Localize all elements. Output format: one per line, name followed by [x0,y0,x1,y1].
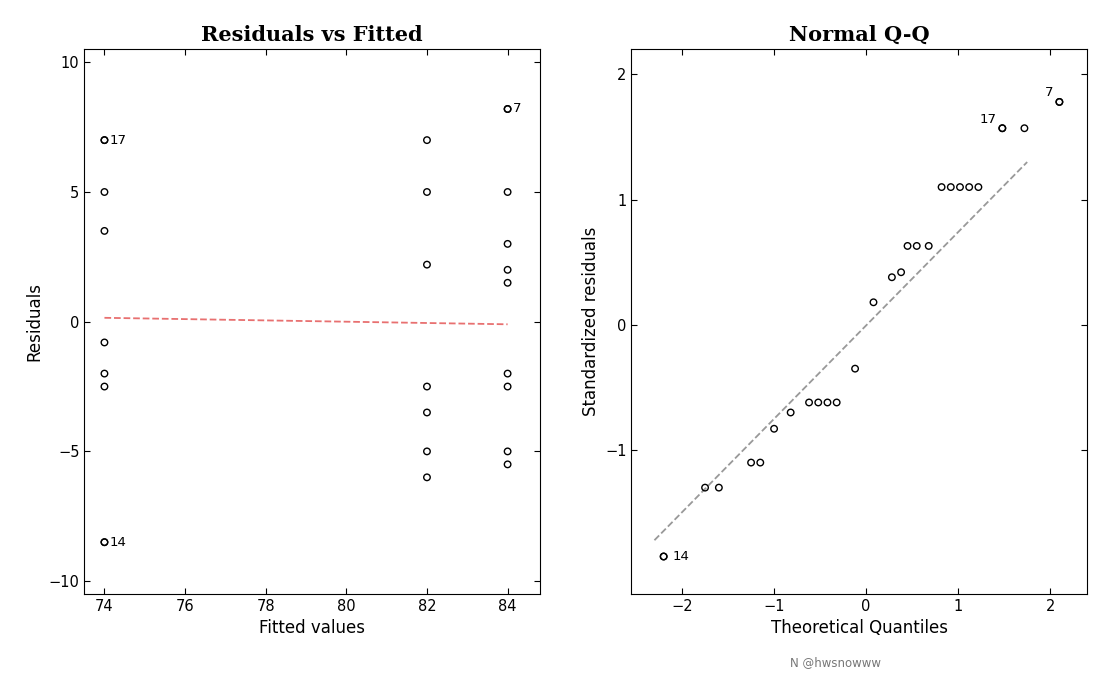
Point [418,259,436,270]
Point [418,472,436,483]
Point [942,182,960,193]
Point [418,407,436,418]
Point [498,103,516,114]
Point [655,551,673,562]
Point [810,397,827,408]
Point [1015,123,1033,134]
Point [765,423,783,434]
Point [920,241,937,251]
Title: Normal Q-Q: Normal Q-Q [788,25,930,45]
Point [96,187,113,197]
X-axis label: Theoretical Quantiles: Theoretical Quantiles [771,619,947,637]
Point [993,123,1011,134]
Point [801,397,818,408]
Point [883,272,901,283]
Text: N @hwsnowww: N @hwsnowww [790,656,881,669]
X-axis label: Fitted values: Fitted values [259,619,365,637]
Text: 17: 17 [109,134,127,147]
Text: 7: 7 [513,103,520,116]
Point [418,446,436,457]
Y-axis label: Standardized residuals: Standardized residuals [582,227,599,416]
Point [498,187,516,197]
Point [498,446,516,457]
Point [961,182,979,193]
Point [96,537,113,548]
Point [498,459,516,470]
Point [96,381,113,392]
Point [96,537,113,548]
Point [742,457,759,468]
Point [827,397,845,408]
Text: 7: 7 [1045,87,1054,99]
Point [418,381,436,392]
Point [970,182,987,193]
Point [782,407,800,418]
Title: Residuals vs Fitted: Residuals vs Fitted [201,25,423,45]
Text: 17: 17 [980,113,996,126]
Point [498,368,516,379]
Point [1051,97,1069,107]
Text: 14: 14 [673,550,689,563]
Point [498,264,516,275]
Point [96,135,113,145]
Point [898,241,916,251]
Point [1051,97,1069,107]
Point [418,187,436,197]
Point [752,457,770,468]
Point [993,123,1011,134]
Point [498,103,516,114]
Point [96,135,113,145]
Point [96,337,113,348]
Point [96,226,113,237]
Point [933,182,951,193]
Y-axis label: Residuals: Residuals [24,282,43,361]
Point [865,297,883,308]
Point [818,397,836,408]
Point [892,267,910,278]
Point [655,551,673,562]
Point [696,482,714,493]
Point [498,381,516,392]
Point [846,363,864,374]
Point [951,182,969,193]
Point [418,135,436,145]
Text: 14: 14 [109,535,126,549]
Point [498,277,516,288]
Point [96,368,113,379]
Point [907,241,925,251]
Point [498,239,516,249]
Point [709,482,727,493]
